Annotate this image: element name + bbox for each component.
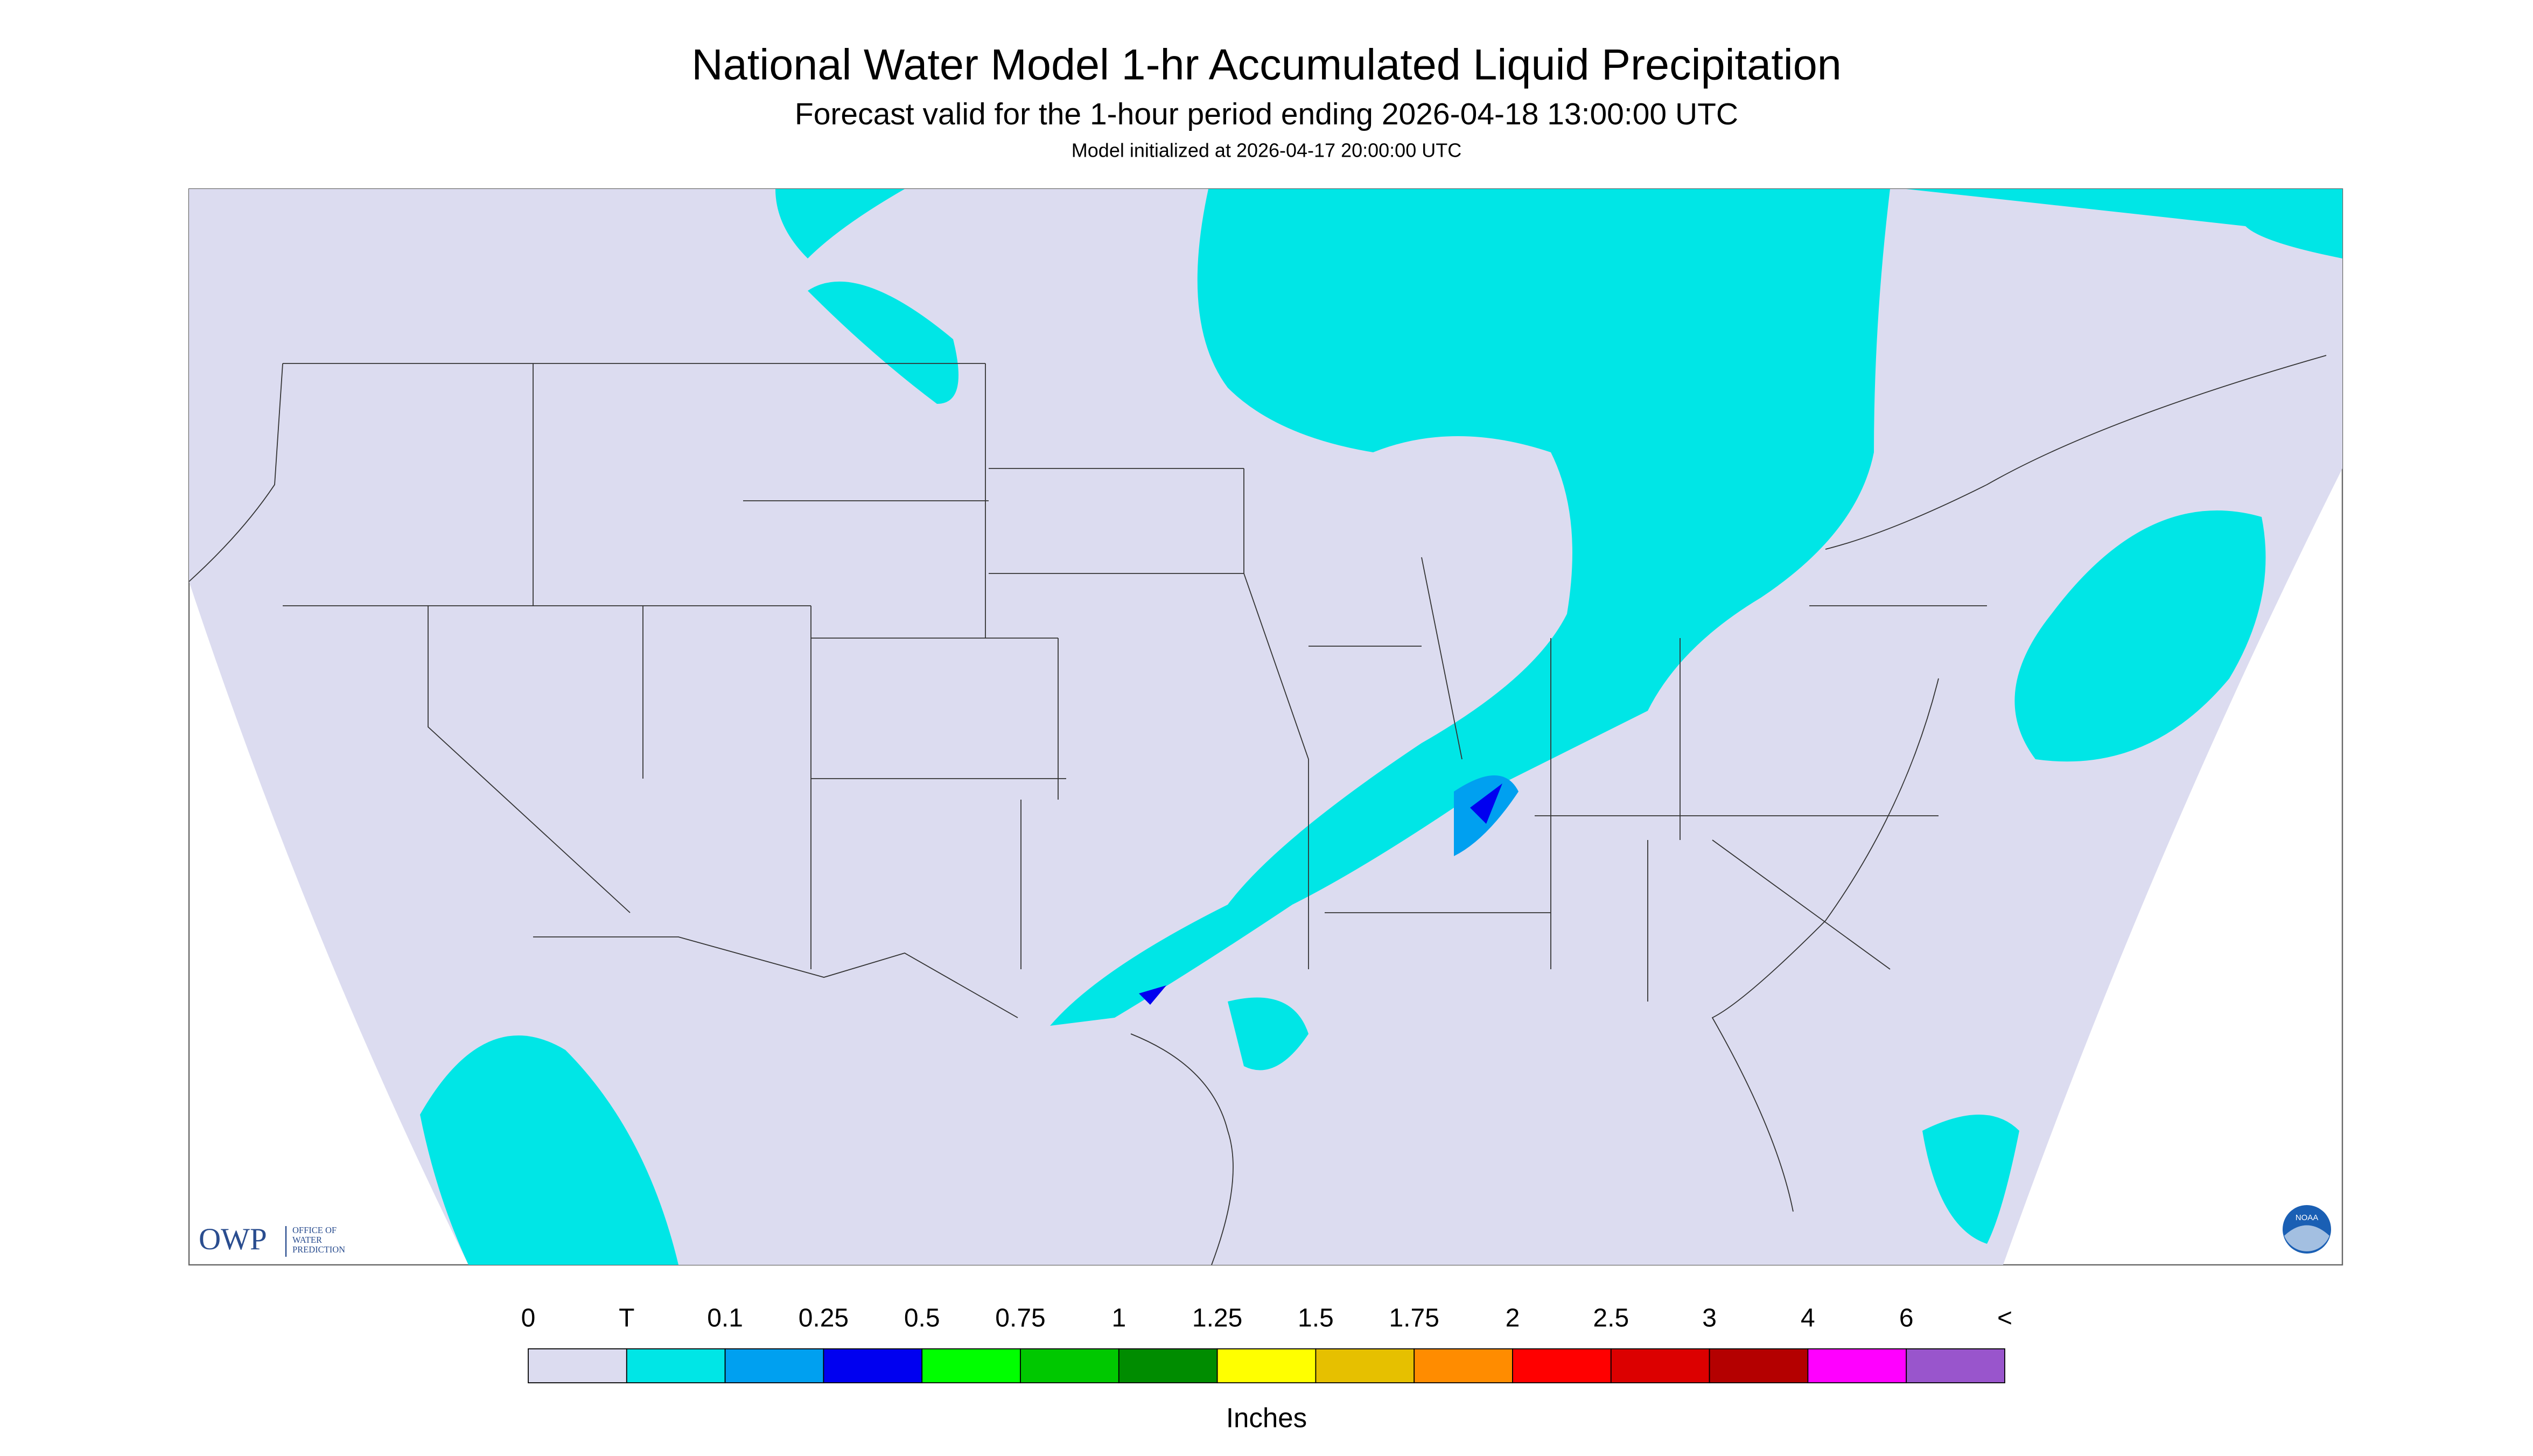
precip-area: [1228, 997, 1309, 1070]
colorbar-label: 0.1: [707, 1304, 743, 1333]
colorbar-swatch: [626, 1348, 726, 1383]
precip-area: [1906, 189, 2342, 259]
subtitle: Forecast valid for the 1-hour period end…: [795, 97, 1738, 131]
colorbar-label: 1: [1111, 1304, 1126, 1333]
colorbar-label: 2: [1506, 1304, 1520, 1333]
colorbar-swatch: [1610, 1348, 1710, 1383]
colorbar-label: 3: [1702, 1304, 1717, 1333]
colorbar-label: 0: [521, 1304, 536, 1333]
logo-owp: OWP: [199, 1222, 267, 1256]
colorbar-label: 2.5: [1593, 1304, 1629, 1333]
precip-area: [808, 281, 958, 404]
init-note: Model initialized at 2026-04-17 20:00:00…: [1072, 139, 1461, 162]
colorbar-label: 0.75: [995, 1304, 1045, 1333]
precip-core: [1470, 783, 1502, 824]
colorbar-swatch: [1807, 1348, 1907, 1383]
precip-area: [775, 189, 905, 259]
precip-band: [1050, 189, 1890, 1026]
state-boundaries: [188, 355, 2327, 1265]
colorbar-swatch: [1709, 1348, 1809, 1383]
colorbar-unit: Inches: [1226, 1402, 1307, 1433]
colorbar-label: 1.75: [1389, 1304, 1439, 1333]
colorbar-label: 4: [1801, 1304, 1815, 1333]
colorbar-label: 0.5: [904, 1304, 940, 1333]
colorbar-label: 0.25: [799, 1304, 849, 1333]
colorbar-swatch: [1512, 1348, 1612, 1383]
colorbar-swatch: [1216, 1348, 1317, 1383]
map: OWP OFFICE OF WATER PREDICTION NOAA: [188, 188, 2343, 1266]
colorbar-swatch: [1118, 1348, 1218, 1383]
colorbar-swatch: [921, 1348, 1021, 1383]
colorbar-label: 1.25: [1192, 1304, 1242, 1333]
colorbar-swatch: [528, 1348, 627, 1383]
noaa-badge-wave: [2284, 1225, 2329, 1251]
precipitation: [420, 189, 2342, 1265]
colorbar-swatch: [823, 1348, 923, 1383]
logo-text: WATER: [292, 1235, 322, 1245]
colorbar-swatch: [1315, 1348, 1415, 1383]
logo-text: OFFICE OF: [292, 1225, 337, 1235]
precip-core: [1139, 985, 1166, 1005]
colorbar-label: <: [1997, 1304, 2012, 1333]
colorbar-label: 1.5: [1298, 1304, 1334, 1333]
colorbar-swatch: [724, 1348, 824, 1383]
precip-area: [2014, 510, 2266, 762]
title: National Water Model 1-hr Accumulated Li…: [691, 40, 1842, 89]
colorbar-swatch: [1414, 1348, 1513, 1383]
noaa-badge-text: NOAA: [2296, 1213, 2319, 1222]
colorbar: 0 T 0.1 0.25 0.5 0.75 1 1.25 1.5 1.75 2 2.5 3 4 6 <: [521, 1304, 2012, 1383]
colorbar-label: 6: [1899, 1304, 1914, 1333]
precip-area: [1922, 1115, 2019, 1244]
logo-text: PREDICTION: [292, 1244, 345, 1255]
colorbar-swatch: [1020, 1348, 1119, 1383]
colorbar-label: T: [619, 1304, 634, 1333]
colorbar-swatch: [1906, 1348, 2005, 1383]
precip-area: [420, 1035, 678, 1265]
